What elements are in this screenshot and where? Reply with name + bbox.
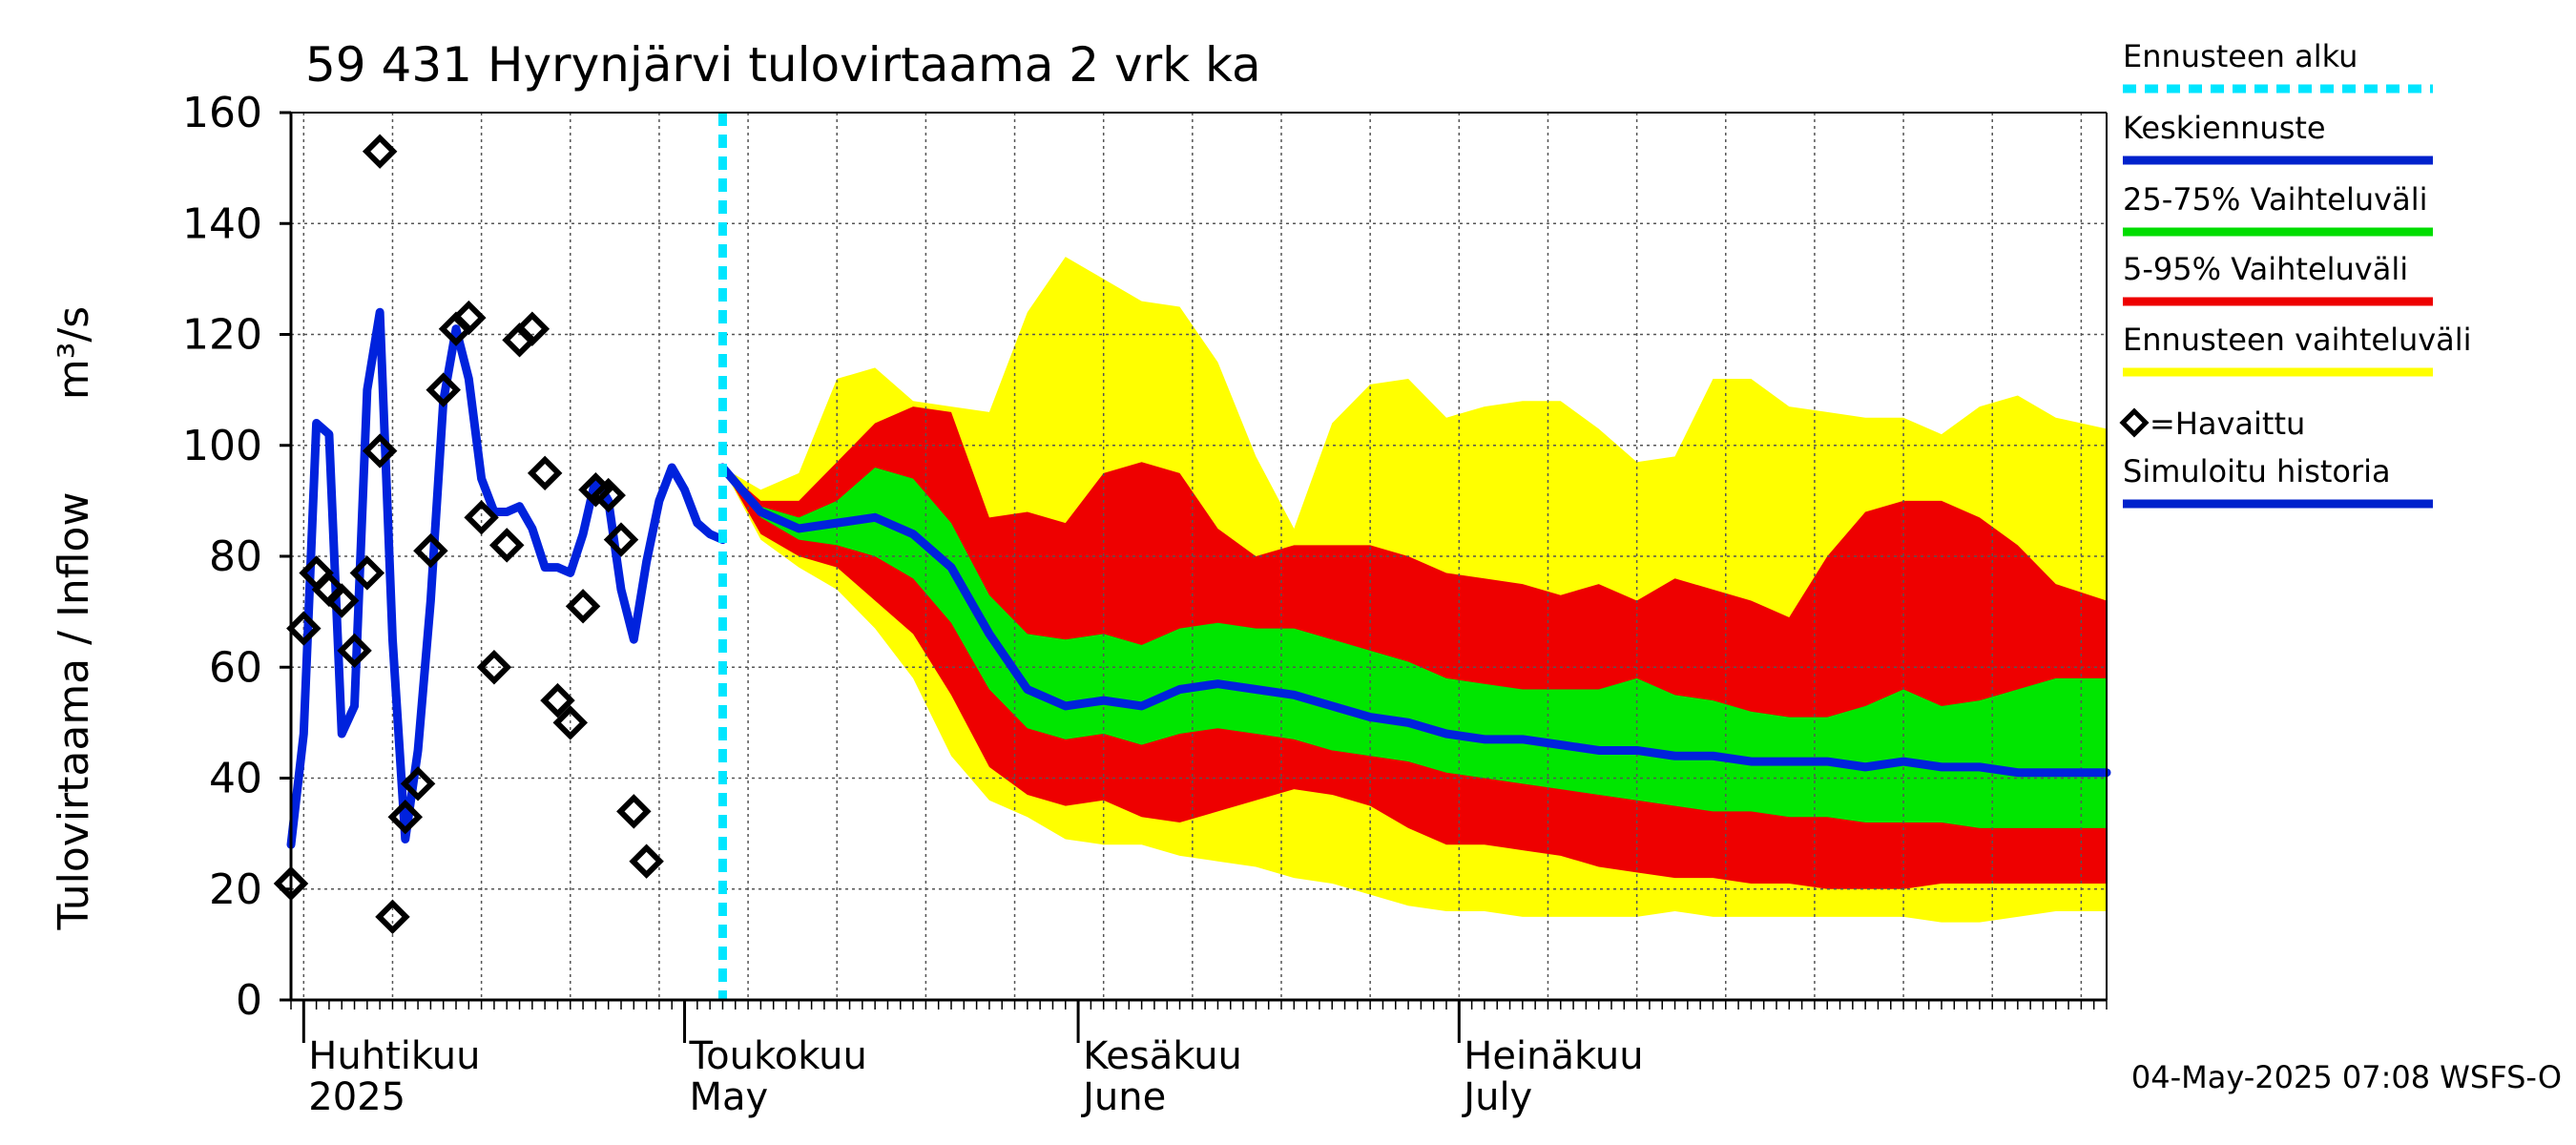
legend-label: 25-75% Vaihteluväli (2123, 181, 2427, 218)
x-tick-label-month: Huhtikuu (308, 1034, 480, 1078)
observed-point (349, 555, 385, 591)
y-tick-label: 60 (209, 643, 262, 692)
x-tick-label-sub: May (690, 1075, 769, 1119)
observed-point (591, 477, 626, 513)
observed-point (552, 705, 589, 740)
legend-label: =Havaittu (2150, 406, 2305, 442)
legend-label: Simuloitu historia (2123, 453, 2391, 489)
observed-point (323, 583, 360, 618)
observed-point (616, 794, 652, 829)
observed-point (527, 455, 563, 491)
observed-point (387, 799, 424, 835)
observed-point (488, 528, 525, 563)
legend-label: Keskiennuste (2123, 110, 2326, 146)
band-25-75 (722, 468, 2107, 828)
legend-observed-marker (2119, 407, 2150, 438)
x-tick-label-month: Heinäkuu (1464, 1034, 1643, 1078)
observed-point (286, 611, 322, 646)
y-tick-label: 20 (209, 865, 262, 914)
observed-point (426, 372, 461, 407)
observed-point (464, 500, 499, 535)
observed-point (565, 589, 601, 624)
plot-area (273, 113, 2111, 1000)
chart-title: 59 431 Hyrynjärvi tulovirtaama 2 vrk ka (305, 37, 1261, 93)
forecast-median-line (717, 463, 2111, 778)
legend-label: 5-95% Vaihteluväli (2123, 251, 2408, 287)
observed-point (362, 134, 398, 169)
observed-point (362, 433, 398, 468)
y-axis-unit: m³/s (50, 306, 98, 400)
y-axis-label-group: Tulovirtaama / Inflow m³/s (50, 306, 98, 931)
y-tick-label: 160 (182, 89, 262, 137)
y-tick-label: 140 (182, 199, 262, 248)
x-tick-label-sub: July (1461, 1075, 1532, 1119)
observed-point (337, 633, 372, 669)
observed-point (413, 532, 448, 569)
y-tick-label: 120 (182, 311, 262, 360)
footer-timestamp: 04-May-2025 07:08 WSFS-O (2131, 1059, 2562, 1095)
y-tick-label: 40 (209, 755, 262, 803)
y-tick-label: 0 (236, 976, 262, 1025)
y-tick-label: 80 (209, 532, 262, 581)
observed-point (514, 311, 551, 346)
y-tick-label: 100 (182, 422, 262, 470)
legend-label: Ennusteen alku (2123, 38, 2358, 74)
observed-point (540, 682, 575, 718)
observed-point (603, 522, 639, 557)
y-axis-label: Tulovirtaama / Inflow (50, 492, 98, 931)
observed-point (400, 766, 436, 802)
x-tick-label-sub: June (1080, 1075, 1166, 1119)
grid (291, 113, 2107, 1000)
observed-point (375, 899, 410, 935)
legend: Ennusteen alku Keskiennuste 25-75% Vaihtel… (2119, 38, 2472, 509)
observed-point (629, 843, 664, 879)
legend-label: Ennusteen vaihteluväli (2123, 322, 2472, 358)
simulated-history-line (286, 307, 727, 849)
x-tick-label-month: Kesäkuu (1083, 1034, 1242, 1078)
observed-point (476, 650, 512, 685)
x-tick-label-sub: 2025 (308, 1075, 405, 1119)
x-tick-label-month: Toukokuu (689, 1034, 867, 1078)
observed-point (451, 300, 487, 336)
